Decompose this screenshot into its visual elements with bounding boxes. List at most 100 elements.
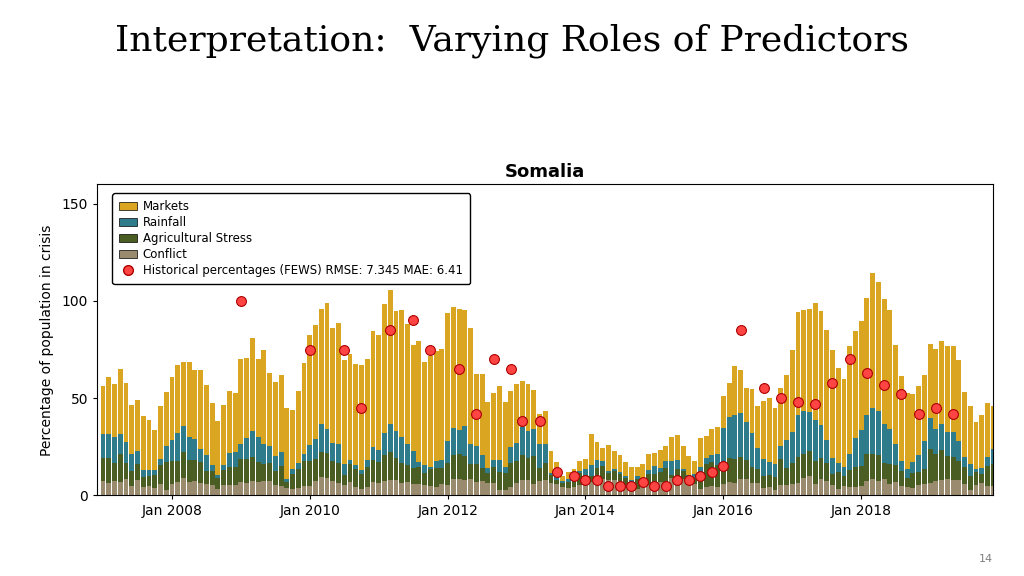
Bar (439, 484, 444, 495)
Bar (692, 461, 697, 473)
Bar (439, 468, 444, 484)
Bar (376, 335, 381, 450)
Bar (336, 483, 341, 495)
Point (945, 409, 962, 418)
Point (876, 380, 892, 389)
Bar (767, 475, 772, 487)
Bar (342, 485, 347, 495)
Bar (100, 458, 105, 480)
Bar (979, 483, 984, 495)
Bar (359, 489, 364, 495)
Bar (313, 325, 318, 439)
Bar (893, 482, 898, 495)
Bar (664, 482, 669, 495)
Bar (904, 478, 909, 487)
Bar (181, 452, 186, 478)
Bar (227, 467, 231, 486)
Bar (715, 487, 720, 495)
Bar (652, 484, 656, 495)
Bar (302, 362, 306, 454)
Bar (934, 349, 938, 429)
Bar (439, 350, 444, 460)
Bar (399, 310, 404, 437)
Point (692, 471, 709, 480)
Bar (836, 463, 841, 472)
Bar (164, 462, 169, 490)
Bar (296, 391, 301, 463)
Bar (767, 487, 772, 495)
Bar (743, 422, 749, 460)
Bar (686, 456, 691, 475)
Bar (485, 401, 490, 468)
Bar (670, 461, 674, 475)
Bar (664, 446, 669, 461)
Bar (910, 488, 915, 495)
Bar (859, 430, 863, 465)
Bar (968, 490, 973, 495)
Bar (721, 463, 726, 484)
Bar (417, 341, 421, 462)
Bar (968, 476, 973, 490)
Bar (606, 471, 611, 473)
Bar (985, 457, 990, 467)
Bar (538, 468, 542, 481)
Bar (140, 487, 145, 495)
Bar (670, 479, 674, 495)
Point (756, 384, 772, 393)
Text: Interpretation:  Varying Roles of Predictors: Interpretation: Varying Roles of Predict… (115, 23, 909, 58)
Bar (124, 442, 128, 463)
Bar (290, 473, 295, 489)
Bar (876, 411, 881, 454)
Bar (445, 313, 451, 441)
Bar (318, 309, 324, 424)
Bar (153, 471, 157, 475)
Bar (888, 484, 892, 495)
Bar (146, 487, 152, 495)
Point (468, 409, 484, 418)
Bar (525, 480, 530, 495)
Bar (595, 482, 599, 495)
Bar (492, 393, 496, 460)
Bar (589, 482, 594, 495)
Bar (629, 482, 634, 488)
Bar (365, 359, 370, 460)
Bar (681, 469, 685, 471)
Bar (928, 483, 933, 495)
Bar (221, 486, 226, 495)
Bar (549, 473, 553, 475)
Bar (756, 406, 760, 448)
Bar (492, 460, 496, 468)
Bar (979, 474, 984, 483)
Bar (244, 438, 249, 458)
Bar (318, 477, 324, 495)
Bar (199, 370, 203, 449)
Bar (399, 483, 404, 495)
Bar (479, 374, 484, 455)
Bar (974, 485, 979, 495)
Bar (675, 460, 680, 469)
Bar (611, 480, 616, 495)
Bar (732, 415, 737, 459)
Bar (543, 411, 548, 444)
Bar (830, 485, 835, 495)
Bar (738, 457, 743, 479)
Bar (153, 430, 157, 471)
Bar (778, 460, 783, 485)
Bar (146, 420, 152, 470)
Bar (261, 350, 266, 444)
Bar (272, 382, 278, 456)
Bar (342, 475, 347, 485)
Point (422, 345, 438, 354)
Bar (347, 460, 352, 464)
Bar (761, 488, 766, 495)
Bar (790, 484, 795, 495)
Bar (939, 450, 944, 480)
Bar (617, 482, 623, 495)
Bar (290, 489, 295, 495)
Bar (457, 479, 462, 495)
Bar (457, 309, 462, 430)
Bar (307, 445, 312, 461)
Bar (710, 463, 715, 486)
Bar (796, 415, 801, 457)
Bar (738, 370, 743, 413)
